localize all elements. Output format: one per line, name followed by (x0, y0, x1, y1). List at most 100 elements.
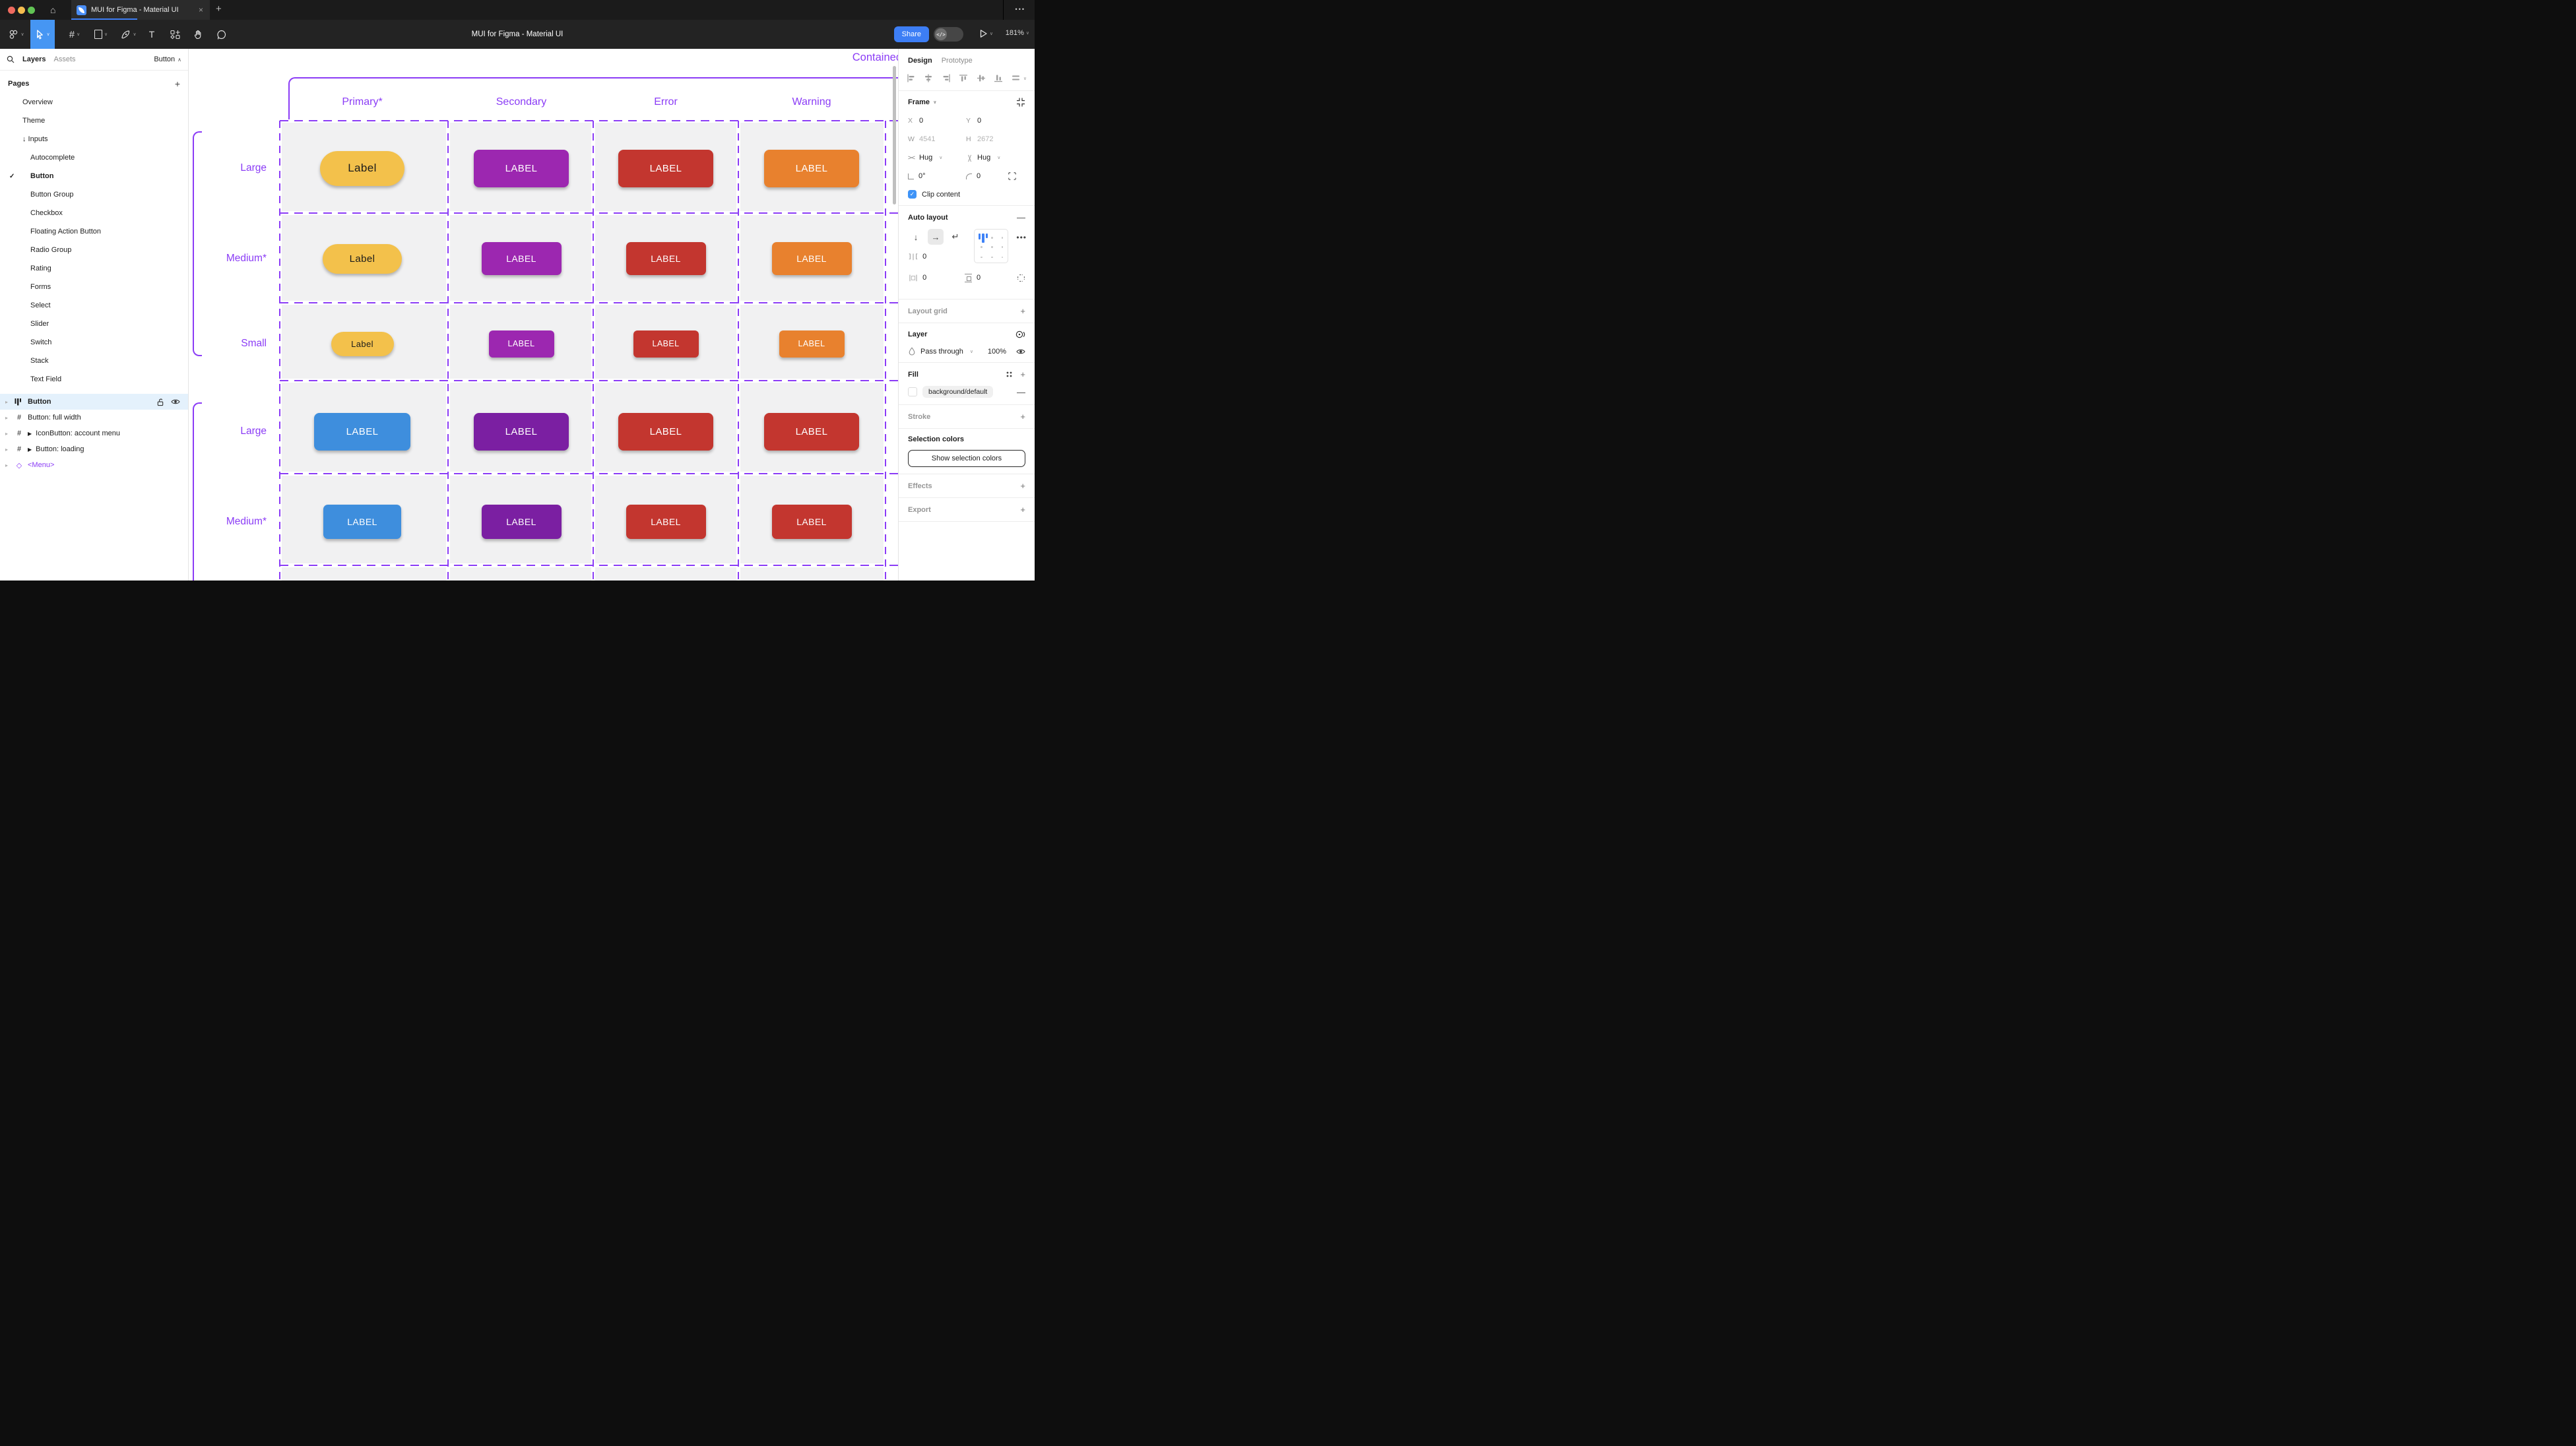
align-horizontal-center-icon[interactable] (924, 74, 933, 82)
add-stroke-button[interactable]: + (1020, 412, 1025, 422)
share-button[interactable]: Share (893, 26, 929, 42)
tab-design[interactable]: Design (908, 57, 932, 65)
mui-button-sample[interactable]: LABEL (626, 505, 706, 539)
auto-layout-wrap-button[interactable]: ↵ (951, 232, 959, 241)
comment-tool-button[interactable] (210, 20, 232, 49)
lock-open-icon[interactable] (156, 398, 164, 406)
layer-opacity-value[interactable]: 100% (987, 347, 1006, 356)
fill-row[interactable]: background/default — (908, 386, 1025, 398)
mui-button-sample[interactable]: LABEL (764, 149, 859, 187)
auto-layout-alignment-pad[interactable] (974, 229, 1008, 263)
auto-layout-more-options[interactable]: ••• (1016, 233, 1027, 242)
distribute-menu[interactable]: ∨ (1012, 75, 1027, 82)
tab-layers[interactable]: Layers (22, 55, 46, 63)
page-item-select[interactable]: Select (0, 296, 188, 315)
new-tab-button[interactable]: + (216, 3, 222, 15)
mui-button-sample[interactable]: LABEL (626, 242, 706, 275)
remove-auto-layout-button[interactable]: — (1017, 212, 1025, 222)
overflow-menu-icon[interactable]: ••• (1015, 6, 1025, 13)
pen-tool-button[interactable]: ∨ (117, 20, 140, 49)
mui-button-sample[interactable]: LABEL (771, 505, 852, 539)
frame-tool-button[interactable]: # ∨ (69, 28, 80, 40)
window-minimize-button[interactable] (18, 7, 25, 14)
document-tab[interactable]: MUI for Figma - Material UI × (71, 0, 210, 20)
add-export-button[interactable]: + (1020, 505, 1025, 515)
shape-tool-button[interactable]: ∨ (90, 20, 112, 49)
add-effect-button[interactable]: + (1020, 481, 1025, 491)
mui-button-sample[interactable]: LABEL (779, 330, 845, 358)
page-item-radio-group[interactable]: Radio Group (0, 241, 188, 259)
page-item-slider[interactable]: Slider (0, 315, 188, 333)
mui-button-sample[interactable]: LABEL (481, 242, 562, 275)
main-menu-button[interactable]: ∨ (5, 20, 28, 49)
window-zoom-button[interactable] (28, 7, 35, 14)
disclosure-icon[interactable]: ▸ (5, 398, 9, 405)
mui-button-sample[interactable]: LABEL (474, 412, 569, 451)
tab-prototype[interactable]: Prototype (941, 57, 973, 65)
width-field[interactable]: W 4541 (908, 135, 936, 143)
x-position-field[interactable]: X 0 (908, 117, 924, 125)
present-button[interactable]: ∨ (979, 29, 993, 38)
page-item-rating[interactable]: Rating (0, 259, 188, 278)
remove-fill-button[interactable]: — (1017, 387, 1025, 397)
fill-variable-chip[interactable]: background/default (922, 386, 994, 398)
page-item-theme[interactable]: Theme (0, 111, 188, 130)
mui-button-sample[interactable]: LABEL (771, 242, 852, 275)
show-selection-colors-button[interactable]: Show selection colors (908, 450, 1025, 467)
mui-button-sample[interactable]: LABEL (314, 412, 410, 451)
mui-button-sample[interactable]: Label (331, 331, 394, 356)
mui-button-sample[interactable]: LABEL (633, 330, 699, 358)
tab-assets[interactable]: Assets (53, 55, 76, 63)
layer-item-button-loading[interactable]: ▸ # ▶ Button: loading (0, 441, 188, 457)
add-page-button[interactable]: + (174, 79, 180, 89)
vertical-padding-field[interactable]: 0 (965, 273, 981, 282)
window-close-button[interactable] (8, 7, 15, 14)
clip-content-row[interactable]: ✓ Clip content (908, 190, 1025, 199)
horizontal-padding-field[interactable]: |□| 0 (908, 274, 926, 282)
mui-button-sample[interactable]: Label (323, 243, 402, 274)
vertical-sizing-field[interactable]: >< Hug ∨ (965, 154, 1001, 162)
rotation-field[interactable]: 0° (908, 170, 966, 182)
align-right-icon[interactable] (942, 74, 951, 82)
page-item-checkbox[interactable]: Checkbox (0, 204, 188, 222)
mui-button-sample[interactable]: LABEL (618, 149, 713, 187)
height-field[interactable]: H 2672 (966, 135, 994, 143)
page-item-button[interactable]: ✓ Button (0, 167, 188, 185)
independent-corners-button[interactable] (1008, 172, 1017, 181)
align-top-icon[interactable] (959, 74, 968, 82)
horizontal-sizing-field[interactable]: >< Hug ∨ (908, 154, 943, 162)
disclosure-icon[interactable]: ▸ (5, 414, 9, 421)
canvas[interactable]: Primary* Secondary Error Warning Large Label L… (189, 49, 898, 581)
layer-item--menu-[interactable]: ▸ ◇ <Menu> (0, 457, 188, 473)
corner-radius-field[interactable]: 0 (966, 170, 1024, 182)
fill-color-swatch[interactable] (908, 387, 917, 396)
home-icon[interactable]: ⌂ (50, 5, 56, 15)
page-item-inputs[interactable]: ↓ Inputs (0, 130, 188, 148)
dev-mode-toggle[interactable]: </> (934, 27, 963, 42)
mui-button-sample[interactable]: LABEL (488, 330, 554, 358)
disclosure-icon[interactable]: ▸ (5, 462, 9, 468)
zoom-level-menu[interactable]: 181% ∨ (1005, 29, 1029, 37)
mui-button-sample[interactable]: LABEL (474, 149, 569, 187)
mui-button-sample[interactable]: LABEL (323, 505, 401, 539)
close-tab-icon[interactable]: × (198, 5, 203, 15)
layer-visibility-icon[interactable] (1016, 348, 1025, 356)
page-item-forms[interactable]: Forms (0, 278, 188, 296)
layer-item-button-full-width[interactable]: ▸ # Button: full width (0, 410, 188, 425)
mui-button-sample[interactable]: LABEL (764, 412, 859, 451)
frame-section-title[interactable]: Frame (908, 98, 930, 106)
blend-mode-icon[interactable] (1015, 330, 1025, 339)
move-tool-button[interactable]: ∨ (30, 20, 55, 49)
blend-mode-value[interactable]: Pass through (920, 347, 963, 356)
page-item-floating-action-button[interactable]: Floating Action Button (0, 222, 188, 241)
add-fill-button[interactable]: + (1020, 369, 1025, 379)
layer-item-iconbutton-account-menu[interactable]: ▸ # ▶ IconButton: account menu (0, 425, 188, 441)
resources-tool-button[interactable] (164, 20, 185, 49)
visibility-icon[interactable] (171, 398, 180, 406)
align-left-icon[interactable] (907, 74, 916, 82)
page-item-button-group[interactable]: Button Group (0, 185, 188, 204)
page-item-switch[interactable]: Switch (0, 333, 188, 352)
page-item-overview[interactable]: Overview (0, 93, 188, 111)
add-layout-grid-button[interactable]: + (1020, 306, 1025, 316)
canvas-vertical-scrollbar[interactable] (893, 66, 896, 204)
